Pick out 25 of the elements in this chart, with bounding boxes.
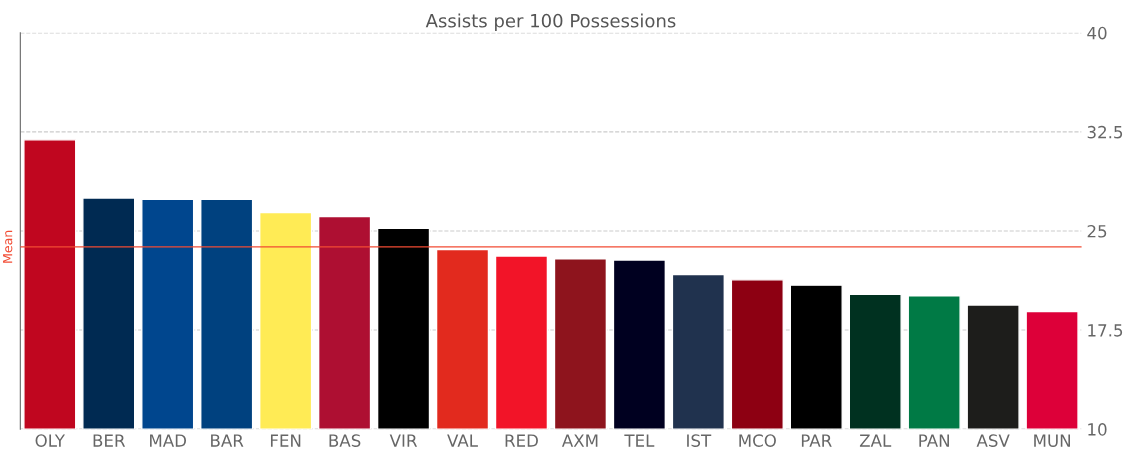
x-tick-label: ASV bbox=[976, 434, 1010, 447]
x-tick-label: MCO bbox=[739, 434, 776, 447]
x-tick-label: VIR bbox=[389, 434, 418, 447]
x-tick-label: BAS bbox=[329, 434, 361, 447]
x-tick-label: IST bbox=[687, 434, 712, 447]
x-tick-label: TEL bbox=[624, 434, 655, 447]
x-tick-label: RED bbox=[505, 434, 538, 447]
x-tick-label: FEN bbox=[270, 434, 301, 447]
y-tick-label: 32.5 bbox=[1087, 125, 1123, 139]
y-tick-label: 17.5 bbox=[1088, 324, 1123, 337]
x-tick-label: MAD bbox=[150, 434, 187, 447]
ref-line-label: Mean bbox=[3, 230, 13, 263]
y-tick-label: 40 bbox=[1087, 26, 1107, 40]
x-tick-label: AXM bbox=[561, 434, 598, 447]
x-tick-label: BAR bbox=[211, 434, 244, 447]
x-tick-label: PAR bbox=[801, 434, 832, 447]
x-tick-label: BER bbox=[93, 434, 126, 447]
y-tick-label: 10 bbox=[1088, 423, 1107, 436]
y-tick-label: 25 bbox=[1087, 224, 1107, 238]
x-tick-label: MUN bbox=[1034, 434, 1070, 447]
x-tick-label: OLY bbox=[35, 434, 66, 447]
chart-title: Assists per 100 Possessions bbox=[425, 13, 676, 32]
x-tick-label: VAL bbox=[447, 434, 478, 447]
x-tick-label: ZAL bbox=[859, 434, 892, 447]
x-tick-label: PAN bbox=[919, 434, 949, 447]
